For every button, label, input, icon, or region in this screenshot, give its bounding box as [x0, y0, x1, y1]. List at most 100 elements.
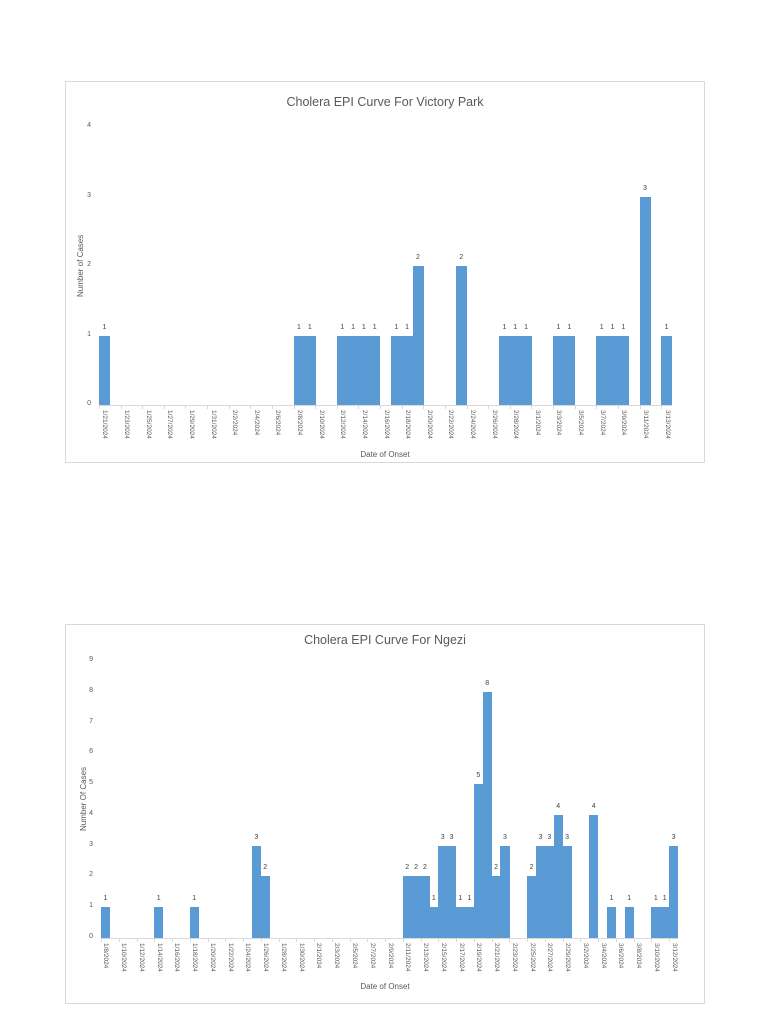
x-tick-label: 1/14/2024	[155, 943, 163, 972]
bar	[589, 814, 599, 938]
data-label: 2	[414, 864, 419, 872]
data-label: 2	[415, 254, 420, 261]
bar	[347, 335, 359, 405]
data-label: 3	[643, 184, 647, 192]
tick-mark	[207, 938, 209, 942]
tick-mark	[296, 938, 298, 942]
ngezi-chart: Cholera EPI Curve For Ngezi Number Of Ca…	[65, 624, 705, 1004]
bar	[464, 907, 475, 938]
tick-mark	[401, 405, 403, 409]
x-tick-label: 1/23/2024	[123, 410, 131, 439]
tick-mark	[661, 405, 663, 409]
tick-mark	[527, 938, 529, 942]
y-tick-label: 1	[89, 902, 93, 910]
chart-title: Cholera EPI Curve For Ngezi	[304, 633, 466, 647]
tick-mark	[466, 405, 468, 409]
bar	[260, 876, 270, 938]
data-label: 3	[671, 833, 676, 841]
y-tick-label: 5	[89, 779, 93, 787]
data-label: 1	[351, 323, 355, 331]
bar	[562, 845, 572, 938]
x-tick-label: 2/13/2024	[422, 943, 429, 972]
bar	[553, 335, 565, 405]
bar	[520, 335, 532, 405]
x-tick-label: 2/14/2024	[360, 410, 368, 439]
data-label: 1	[340, 323, 345, 331]
x-tick-label: 2/6/2024	[274, 410, 282, 436]
tick-mark	[531, 405, 533, 409]
x-tick-label: 2/3/2024	[333, 943, 341, 969]
y-tick-label: 2	[89, 871, 93, 879]
data-label: 2	[494, 864, 498, 872]
bar	[639, 196, 651, 405]
tick-mark	[225, 938, 227, 942]
x-tick-label: 2/24/2024	[468, 410, 476, 439]
data-label: 2	[459, 254, 464, 261]
data-label: 3	[547, 833, 552, 841]
bar	[596, 335, 608, 405]
bar	[447, 845, 457, 938]
x-tick-label: 2/2/2024	[231, 410, 239, 436]
bar	[651, 907, 661, 938]
y-tick-label: 9	[89, 656, 93, 663]
bar	[420, 876, 430, 938]
tick-mark	[271, 405, 273, 409]
data-label: 1	[307, 323, 312, 331]
bar	[617, 335, 630, 405]
x-tick-label: 2/17/2024	[457, 943, 465, 972]
bar	[455, 266, 467, 405]
y-tick-label: 8	[89, 686, 93, 694]
x-tick-label: 1/27/2024	[166, 410, 174, 439]
tick-mark	[598, 938, 600, 942]
data-label: 1	[156, 895, 161, 903]
x-tick-label: 2/9/2024	[386, 943, 394, 969]
tick-mark	[633, 938, 635, 942]
plot-area: 0 1 2 3 4 5 6 7 8 9 1 1 1 3 2 2 2 2 1 3 3 1 1 5 8 2 3 2 3 3 4 3 4 1 1 1 1 3 1/…	[89, 656, 679, 972]
x-axis-line	[101, 938, 678, 939]
bar	[607, 335, 619, 405]
x-tick-label: 1/29/2024	[187, 410, 195, 439]
x-tick-label: 3/12/2024	[670, 943, 678, 972]
x-tick-label: 1/20/2024	[208, 943, 216, 972]
tick-mark	[120, 405, 122, 409]
bar	[99, 335, 111, 405]
x-tick-label: 2/22/2024	[447, 410, 455, 439]
data-label: 2	[405, 864, 410, 872]
tick-mark	[651, 938, 653, 942]
tick-mark	[380, 405, 382, 409]
tick-mark	[669, 938, 671, 942]
tick-mark	[617, 405, 619, 409]
x-tick-label: 2/27/2024	[546, 943, 554, 972]
bar	[251, 845, 262, 938]
y-axis-label: Number Of Cases	[79, 766, 88, 831]
tick-mark	[509, 405, 511, 409]
tick-mark	[402, 938, 404, 942]
data-label: 1	[627, 895, 632, 903]
data-label: 1	[524, 323, 528, 331]
bar	[500, 845, 510, 938]
tick-mark	[553, 405, 555, 409]
tick-mark	[163, 405, 165, 409]
bar	[482, 691, 492, 938]
x-tick-label: 3/7/2024	[598, 410, 606, 436]
y-tick-label: 7	[89, 717, 93, 725]
x-tick-label: 1/22/2024	[226, 943, 234, 972]
tick-mark	[488, 405, 490, 409]
x-tick-label: 2/19/2024	[475, 943, 483, 972]
data-label: 1	[467, 895, 472, 903]
bar	[491, 876, 501, 938]
data-label: 1	[431, 895, 436, 903]
x-tick-label: 2/21/2024	[493, 943, 501, 972]
bar	[499, 335, 511, 405]
data-label: 2	[263, 864, 268, 872]
bar	[189, 907, 199, 938]
x-axis-line	[99, 405, 672, 406]
bar	[473, 784, 483, 938]
data-label: 3	[538, 833, 543, 841]
x-tick-label: 3/11/2024	[641, 410, 649, 439]
bar	[336, 335, 348, 405]
x-tick-label: 1/25/2024	[144, 410, 152, 439]
data-label: 1	[297, 323, 301, 331]
bar	[553, 814, 563, 938]
x-tick-label: 3/2/2024	[581, 943, 589, 969]
